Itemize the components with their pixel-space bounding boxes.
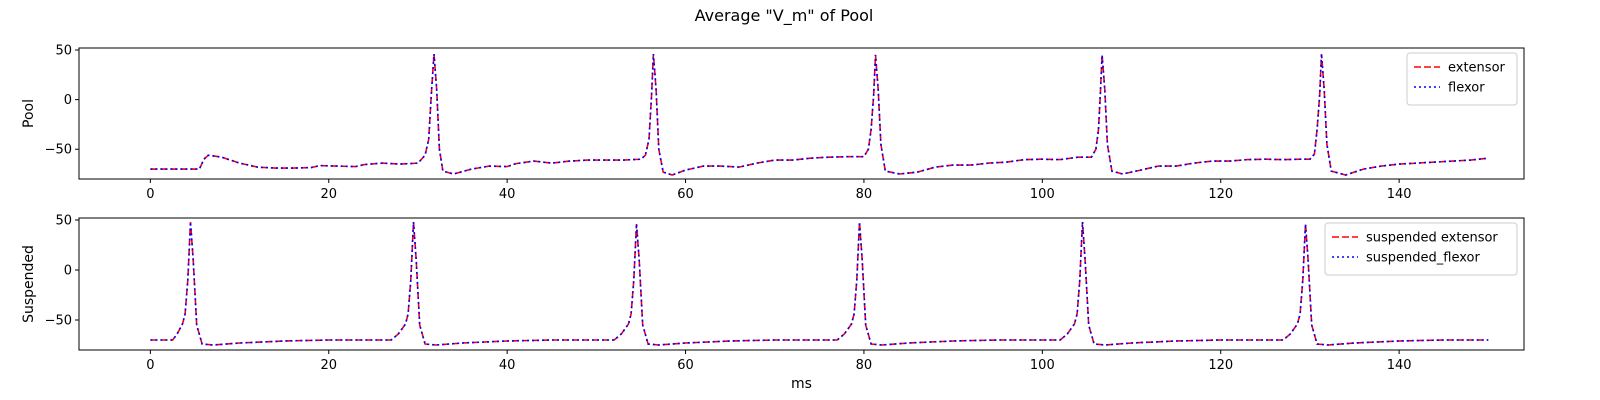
x-axis-label: ms — [791, 376, 812, 392]
x-tick-label: 0 — [146, 358, 154, 373]
legend-box — [1406, 52, 1518, 106]
x-tick-label: 100 — [1030, 358, 1055, 373]
legend-label: suspended extensor — [1366, 231, 1498, 246]
legend-box — [1324, 222, 1518, 276]
y-axis-label: Suspended — [21, 245, 37, 323]
series-line-suspended-extensor — [150, 221, 1489, 346]
x-tick-label: 20 — [320, 187, 337, 202]
series-line-suspended-flexor — [150, 221, 1489, 346]
y-tick-label: 50 — [55, 43, 72, 58]
y-axis-label: Pool — [21, 99, 37, 128]
axes-frame — [78, 47, 1525, 180]
series-line-flexor — [150, 53, 1489, 176]
x-tick-label: 120 — [1208, 358, 1233, 373]
x-tick-label: 60 — [677, 187, 694, 202]
x-tick-label: 120 — [1208, 187, 1233, 202]
x-tick-label: 40 — [499, 358, 516, 373]
axes-frame — [78, 217, 1525, 351]
legend-label: suspended_flexor — [1366, 251, 1480, 266]
panel-pool: 0 20 40 60 80 100 120 140 50 0 −50 Pool extensor flex… — [21, 43, 1525, 202]
x-tick-label: 80 — [856, 358, 873, 373]
x-tick-label: 100 — [1030, 187, 1055, 202]
legend: suspended extensor suspended_flexor — [1324, 222, 1518, 276]
panel-suspended: 0 20 40 60 80 100 120 140 50 0 −50 Suspended ms suspe… — [21, 214, 1525, 392]
x-tick-label: 20 — [320, 358, 337, 373]
x-tick-label: 60 — [677, 358, 694, 373]
y-tick-label: 0 — [64, 93, 72, 108]
x-tick-label: 40 — [499, 187, 516, 202]
y-tick-label: 50 — [55, 214, 72, 229]
y-tick-label: −50 — [45, 314, 72, 329]
y-tick-label: −50 — [45, 143, 72, 158]
x-tick-label: 140 — [1387, 187, 1412, 202]
x-tick-label: 80 — [856, 187, 873, 202]
y-tick-label: 0 — [64, 264, 72, 279]
legend: extensor flexor — [1406, 52, 1518, 106]
legend-label: extensor — [1448, 61, 1506, 76]
x-tick-label: 0 — [146, 187, 154, 202]
x-tick-label: 140 — [1387, 358, 1412, 373]
legend-label: flexor — [1448, 81, 1485, 96]
figure-title: Average "V_m" of Pool — [695, 6, 874, 26]
series-line-extensor — [150, 53, 1489, 176]
